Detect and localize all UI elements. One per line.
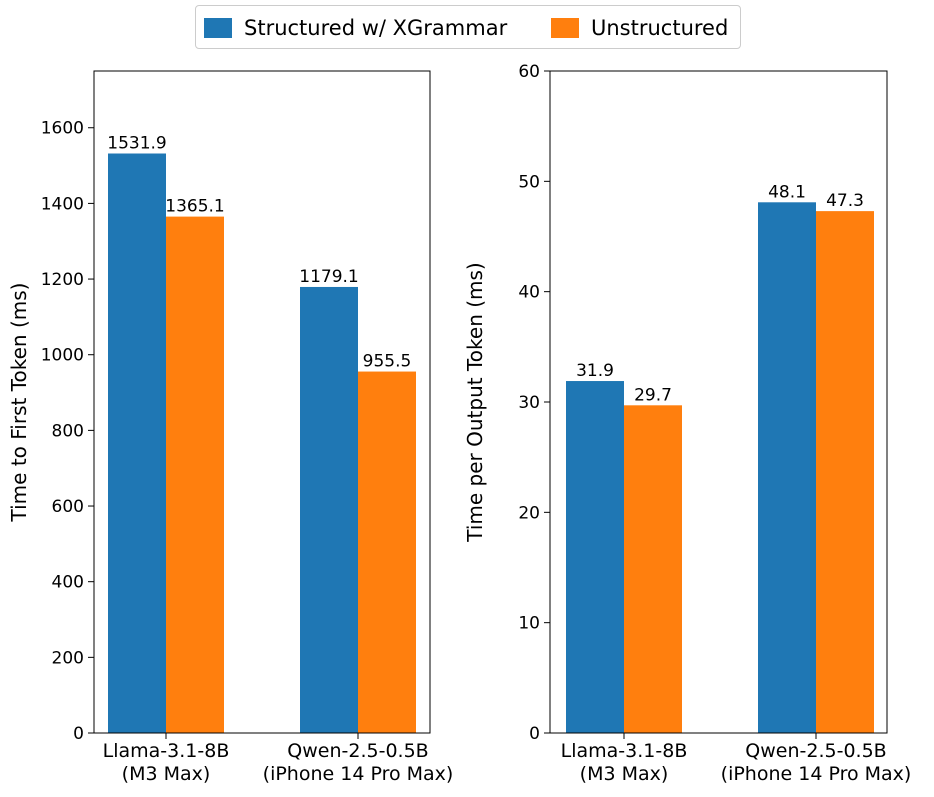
panel2-bar-structured-2 bbox=[758, 202, 816, 734]
panel2-data-label-unstructured-1: 29.7 bbox=[634, 385, 672, 405]
panel2-data-label-structured-1: 31.9 bbox=[576, 361, 614, 381]
legend-label-structured: Structured w/ XGrammar bbox=[244, 16, 508, 40]
legend: Structured w/ XGrammar Unstructured bbox=[195, 5, 741, 49]
panel1-ytick-label-3: 600 bbox=[52, 497, 84, 517]
panel2-ylabel: Time per Output Token (ms) bbox=[463, 262, 487, 542]
panel1-ytick-label-7: 1400 bbox=[41, 194, 84, 214]
panel1-category-label-1-line-1: Llama-3.1-8B bbox=[103, 740, 230, 762]
panel1-ytick-label-1: 200 bbox=[52, 648, 84, 668]
panel1-ytick-label-2: 400 bbox=[52, 573, 84, 593]
panel2-ytick-label-1: 10 bbox=[518, 614, 540, 634]
panel2-ytick-label-4: 40 bbox=[518, 283, 540, 303]
panel1-data-label-unstructured-2: 955.5 bbox=[363, 352, 412, 372]
panel1-bar-structured-1 bbox=[108, 153, 166, 733]
panel2-data-label-structured-2: 48.1 bbox=[768, 182, 806, 202]
legend-label-unstructured: Unstructured bbox=[591, 16, 729, 40]
panel1-bar-unstructured-2 bbox=[358, 371, 416, 733]
panel1-bar-unstructured-1 bbox=[166, 216, 224, 733]
panel2-data-label-unstructured-2: 47.3 bbox=[826, 191, 864, 211]
panel1-ytick-label-4: 800 bbox=[52, 421, 84, 441]
legend-swatch-unstructured bbox=[551, 18, 579, 38]
panel2-ytick-label-5: 50 bbox=[518, 172, 540, 192]
panel2-bar-unstructured-2 bbox=[816, 211, 874, 733]
panel1-axes-frame bbox=[93, 70, 431, 734]
legend-item-unstructured: Unstructured bbox=[551, 6, 728, 50]
panel1-data-label-structured-2: 1179.1 bbox=[299, 267, 358, 287]
panel1-category-label-2-line-1: Qwen-2.5-0.5B bbox=[287, 740, 428, 762]
panel2-ytick-label-2: 20 bbox=[518, 503, 540, 523]
panel1-category-label-2-line-2: (iPhone 14 Pro Max) bbox=[263, 763, 454, 785]
legend-item-structured: Structured w/ XGrammar bbox=[204, 6, 507, 50]
panel2-category-label-2-line-2: (iPhone 14 Pro Max) bbox=[721, 763, 912, 785]
panel1-data-label-unstructured-1: 1365.1 bbox=[165, 197, 224, 217]
panel1-data-label-structured-1: 1531.9 bbox=[107, 134, 166, 154]
panel2-ytick-label-0: 0 bbox=[529, 724, 540, 744]
panel2-category-label-1-line-2: (M3 Max) bbox=[580, 763, 669, 785]
panel1-category-label-1-line-2: (M3 Max) bbox=[122, 763, 211, 785]
panel2-bar-structured-1 bbox=[566, 381, 624, 733]
panel1-ylabel: Time to First Token (ms) bbox=[7, 283, 31, 523]
panel2-ytick-label-3: 30 bbox=[518, 393, 540, 413]
panel1-ytick-label-5: 1000 bbox=[41, 346, 84, 366]
panel2-ytick-label-6: 60 bbox=[518, 62, 540, 82]
panel1-ytick-label-0: 0 bbox=[73, 724, 84, 744]
panel2-category-label-2-line-1: Qwen-2.5-0.5B bbox=[745, 740, 886, 762]
panel1-bar-structured-2 bbox=[300, 286, 358, 733]
legend-swatch-structured bbox=[204, 18, 232, 38]
panel1-ytick-label-8: 1600 bbox=[41, 119, 84, 139]
panel2-category-label-1-line-1: Llama-3.1-8B bbox=[561, 740, 688, 762]
panel1-ytick-label-6: 1200 bbox=[41, 270, 84, 290]
panel2-bar-unstructured-1 bbox=[624, 405, 682, 733]
